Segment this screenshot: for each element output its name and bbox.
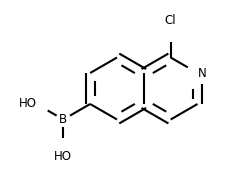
Text: HO: HO bbox=[54, 150, 72, 164]
Text: Cl: Cl bbox=[165, 13, 176, 27]
Text: HO: HO bbox=[18, 98, 37, 110]
Text: B: B bbox=[59, 113, 67, 126]
Text: N: N bbox=[197, 67, 206, 79]
